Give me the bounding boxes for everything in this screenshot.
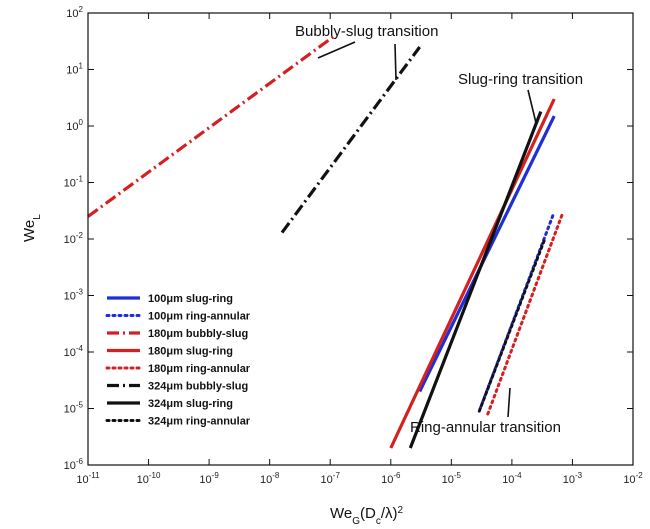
legend-label-5: 324μm bubbly-slug bbox=[148, 381, 248, 393]
x-tick-label-0: 10-11 bbox=[76, 471, 100, 486]
legend-label-0: 100μm slug-ring bbox=[148, 293, 233, 305]
annotation-bubbly-slug: Bubbly-slug transition bbox=[295, 23, 438, 40]
annotation-arrow-1 bbox=[394, 43, 397, 81]
x-tick-label-3: 10-8 bbox=[260, 471, 280, 486]
y-tick-label-2: 10-4 bbox=[64, 344, 84, 359]
legend: 100μm slug-ring 100μm ring-annular 180μm b… bbox=[105, 293, 251, 428]
y-tick-label-3: 10-3 bbox=[64, 288, 84, 303]
x-tick-label-7: 10-4 bbox=[502, 471, 522, 486]
x-axis-title: WeG(Dc/λ)2 bbox=[330, 505, 404, 527]
y-tick-label-6: 100 bbox=[66, 118, 83, 133]
x-tick-label-5: 10-6 bbox=[381, 471, 401, 486]
series-line-2 bbox=[87, 34, 336, 218]
annotation-slug-ring: Slug-ring transition bbox=[458, 71, 583, 88]
x-tick-label-8: 10-3 bbox=[563, 471, 583, 486]
annotation-arrow-2 bbox=[527, 89, 537, 124]
x-tick-label-6: 10-5 bbox=[442, 471, 462, 486]
y-axis-title: WeL bbox=[21, 214, 43, 242]
x-tick-label-2: 10-9 bbox=[199, 471, 219, 486]
y-tick-label-0: 10-6 bbox=[64, 457, 84, 472]
series-layer bbox=[87, 34, 565, 449]
annotation-ring-annular: Ring-annular transition bbox=[410, 419, 561, 436]
legend-label-4: 180μm ring-annular bbox=[148, 363, 251, 375]
y-tick-label-5: 10-1 bbox=[64, 175, 84, 190]
series-line-4 bbox=[486, 210, 565, 416]
ticks-layer: 10-11 10-10 10-9 10-8 10-7 10-6 10-5 10-4 10-3 10… bbox=[64, 5, 644, 486]
y-tick-label-7: 101 bbox=[66, 62, 83, 77]
series-line-7 bbox=[477, 237, 547, 413]
legend-label-6: 324μm slug-ring bbox=[148, 398, 233, 410]
legend-label-7: 324μm ring-annular bbox=[148, 416, 251, 428]
annotation-arrow-3 bbox=[507, 387, 511, 418]
x-tick-label-9: 10-2 bbox=[623, 471, 643, 486]
annotation-arrows bbox=[317, 41, 537, 418]
series-line-6 bbox=[408, 111, 543, 449]
legend-label-2: 180μm bubbly-slug bbox=[148, 328, 248, 340]
x-tick-label-4: 10-7 bbox=[321, 471, 341, 486]
series-line-3 bbox=[389, 98, 556, 449]
y-tick-label-8: 102 bbox=[66, 5, 83, 20]
y-tick-label-4: 10-2 bbox=[64, 231, 84, 246]
y-tick-label-1: 10-5 bbox=[64, 401, 84, 416]
x-tick-label-1: 10-10 bbox=[137, 471, 161, 486]
annotation-arrow-0 bbox=[317, 41, 356, 59]
series-line-5 bbox=[280, 46, 421, 234]
legend-label-1: 100μm ring-annular bbox=[148, 311, 251, 323]
legend-label-3: 180μm slug-ring bbox=[148, 346, 233, 358]
